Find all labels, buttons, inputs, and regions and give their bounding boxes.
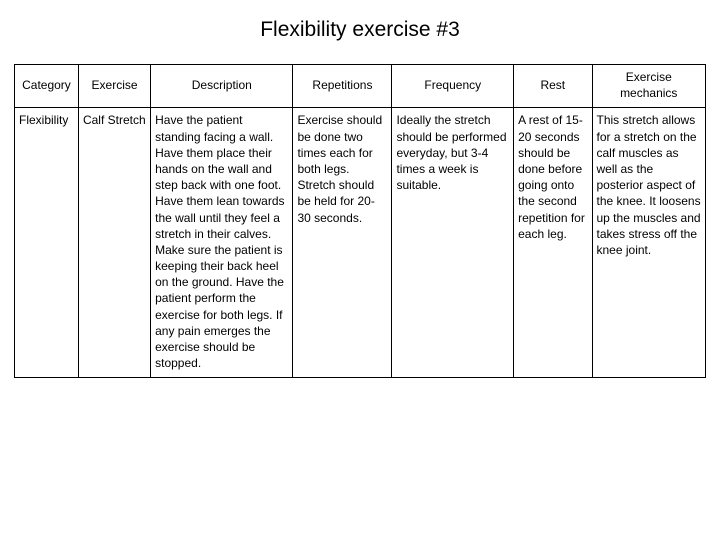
header-frequency: Frequency	[392, 65, 514, 108]
header-description: Description	[151, 65, 293, 108]
page-container: Flexibility exercise #3 Category Exercis…	[0, 0, 720, 540]
header-mechanics: Exercise mechanics	[592, 65, 706, 108]
header-repetitions: Repetitions	[293, 65, 392, 108]
exercise-table: Category Exercise Description Repetition…	[14, 64, 706, 378]
cell-mechanics: This stretch allows for a stretch on the…	[592, 108, 706, 378]
cell-category: Flexibility	[15, 108, 79, 378]
page-title: Flexibility exercise #3	[14, 18, 706, 42]
header-category: Category	[15, 65, 79, 108]
cell-repetitions: Exercise should be done two times each f…	[293, 108, 392, 378]
header-rest: Rest	[514, 65, 592, 108]
cell-description: Have the patient standing facing a wall.…	[151, 108, 293, 378]
cell-frequency: Ideally the stretch should be performed …	[392, 108, 514, 378]
cell-exercise: Calf Stretch	[78, 108, 150, 378]
cell-rest: A rest of 15-20 seconds should be done b…	[514, 108, 592, 378]
table-header-row: Category Exercise Description Repetition…	[15, 65, 706, 108]
header-exercise: Exercise	[78, 65, 150, 108]
table-row: Flexibility Calf Stretch Have the patien…	[15, 108, 706, 378]
